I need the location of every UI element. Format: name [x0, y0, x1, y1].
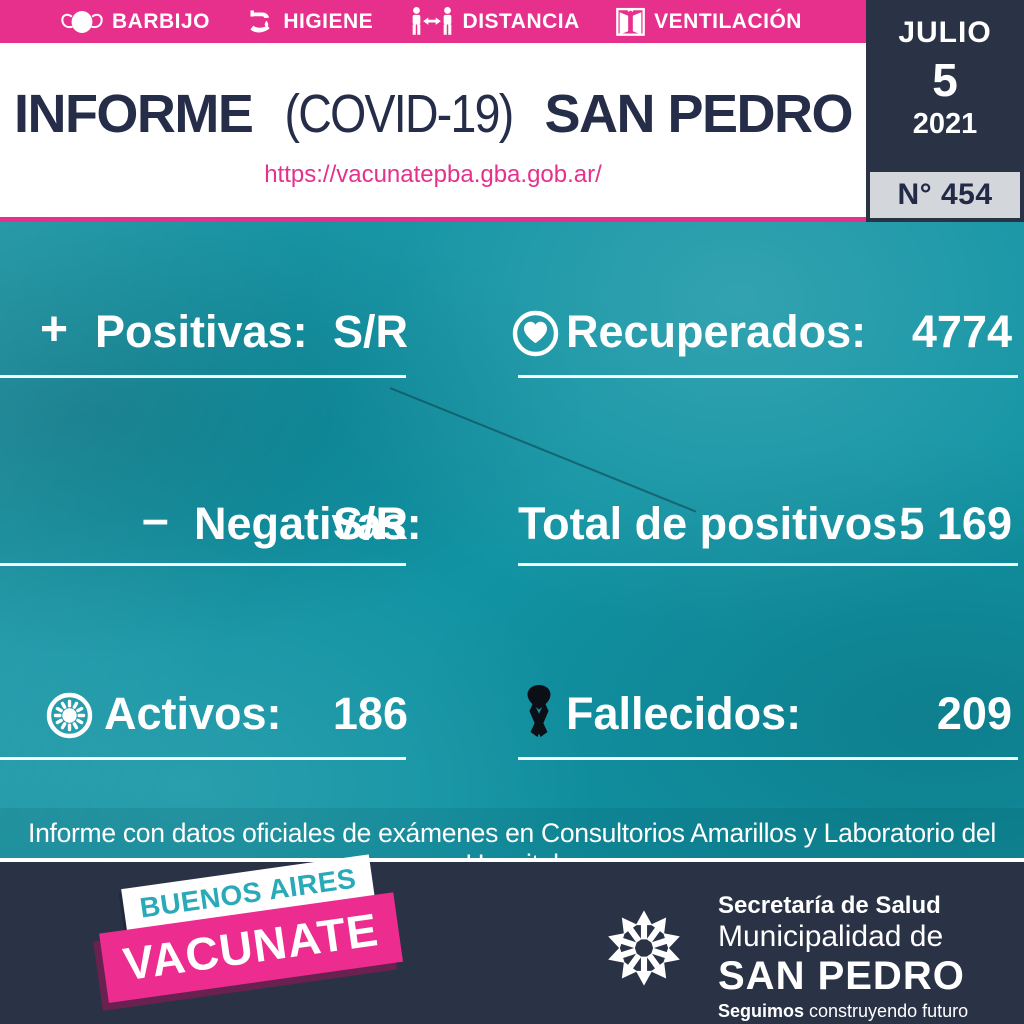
mourning-ribbon-icon — [521, 682, 557, 747]
activos-label: Activos: — [104, 688, 282, 739]
heart-circle-icon — [512, 310, 559, 362]
divider — [0, 563, 406, 566]
divider — [0, 757, 406, 760]
municipality-org: Municipalidad de — [718, 920, 944, 953]
municipality-city: SAN PEDRO — [718, 954, 965, 998]
slogan-rest: construyendo futuro — [804, 1001, 969, 1021]
report-number-badge: N° 454 — [870, 172, 1020, 218]
vacunate-logo: BUENOS AIRES VACUNATE — [93, 852, 403, 1003]
note-band — [0, 808, 1024, 858]
virus-circle-icon — [46, 692, 93, 744]
topbar-item-barbijo: BARBIJO — [60, 8, 210, 36]
topbar-label: BARBIJO — [112, 9, 211, 33]
topbar-label: VENTILACIÓN — [654, 9, 802, 33]
divider — [518, 375, 1018, 378]
divider — [518, 563, 1018, 566]
municipality-slogan: Seguimos construyendo futuro — [718, 999, 968, 1024]
minus-icon: – — [142, 493, 169, 546]
title-city: SAN PEDRO — [544, 84, 854, 144]
recuperados-value: 4774 — [911, 306, 1012, 357]
fallecidos-value: 209 — [936, 688, 1012, 739]
footer: BUENOS AIRES VACUNATE — [0, 854, 1024, 1024]
municipality-dept: Secretaría de Salud — [718, 892, 941, 919]
stats-panel: + Positivas: S/R Recuperados: 4774 – Neg… — [0, 222, 1024, 862]
slogan-bold: Seguimos — [718, 1001, 805, 1021]
date-month: JULIO — [898, 16, 992, 49]
report-header: INFORME (COVID-19) SAN PEDRO https://vac… — [0, 43, 866, 222]
divider — [0, 375, 406, 378]
source-note: Informe con datos oficiales de exámenes … — [28, 818, 996, 862]
topbar-item-ventilacion: VENTILACIÓN — [615, 6, 802, 37]
activos-value: 186 — [332, 688, 408, 739]
positivas-label: Positivas: — [95, 306, 308, 357]
topbar-label: DISTANCIA — [462, 9, 580, 33]
positivas-value: S/R — [332, 306, 408, 357]
background-photo-tint — [0, 222, 1024, 862]
municipality-block: Secretaría de Salud Municipalidad de SAN… — [718, 892, 968, 1024]
topbar-item-distancia: DISTANCIA — [409, 6, 580, 37]
negativas-value: S/R — [332, 498, 408, 549]
title-informe: INFORME — [13, 84, 254, 144]
date-year: 2021 — [912, 108, 978, 140]
vacunate-url-link[interactable]: https://vacunatepba.gba.gob.ar/ — [264, 161, 602, 188]
handwash-icon — [245, 7, 275, 37]
negativas-label: Negativas: — [194, 498, 422, 549]
date-box: JULIO 5 2021 N° 454 — [866, 0, 1024, 222]
fallecidos-label: Fallecidos: — [566, 688, 802, 739]
prevention-topbar: BARBIJO HIGIENE — [0, 0, 866, 43]
topbar-item-higiene: HIGIENE — [245, 7, 373, 37]
topbar-label: HIGIENE — [283, 9, 374, 33]
distance-icon — [409, 6, 455, 37]
plus-icon: + — [40, 303, 69, 356]
divider — [0, 858, 1024, 862]
page-title: INFORME (COVID-19) SAN PEDRO — [13, 83, 854, 145]
divider — [518, 757, 1018, 760]
mask-icon — [60, 8, 104, 36]
total-positivos-value: 5 169 — [899, 498, 1012, 549]
recuperados-label: Recuperados: — [566, 306, 867, 357]
ventilation-icon — [615, 6, 646, 37]
date-day: 5 — [932, 54, 958, 106]
title-covid: (COVID-19) — [284, 84, 515, 144]
starburst-arrows-icon — [588, 892, 700, 1009]
total-positivos-label: Total de positivos: — [518, 498, 913, 549]
